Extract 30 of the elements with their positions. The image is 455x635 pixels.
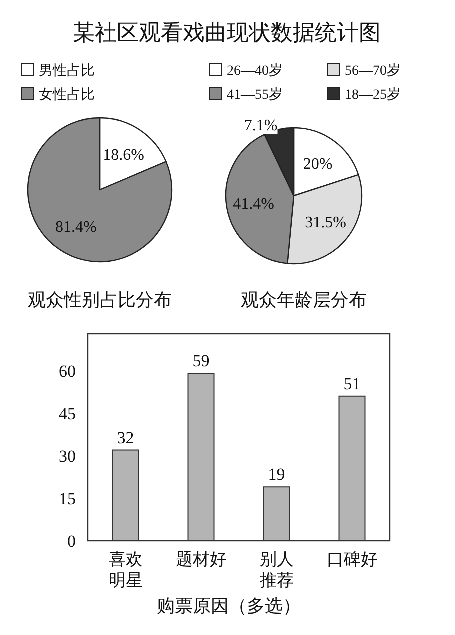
text: 观众年龄层分布 [241,290,367,310]
legend-label: 56—70岁 [345,63,401,79]
x-tick-label: 题材好 [176,550,227,569]
y-tick-label: 30 [59,446,76,466]
x-axis-title: 购票原因（多选） [157,596,301,616]
text: 某社区观看戏曲现状数据统计图 [73,20,381,45]
data-label: 59 [192,352,210,371]
data-label: 51 [344,374,361,394]
legend-label: 女性占比 [39,87,95,103]
legend-label: 26—40岁 [227,63,283,79]
data-label: 81.4% [56,219,97,236]
data-label: 41.4% [233,196,274,214]
data-label: 32 [117,428,134,448]
text: 观众性别占比分布 [28,290,172,310]
data-label: 19 [268,465,286,484]
y-tick-label: 0 [68,532,76,551]
legend-label: 41—55岁 [227,87,283,103]
data-label: 18.6% [103,146,144,164]
x-tick-label: 别人推荐 [260,550,294,590]
y-tick-label: 60 [59,362,76,381]
y-tick-label: 15 [59,489,76,508]
legend-label: 18—25岁 [345,87,401,103]
pie-slice [27,117,173,262]
data-label: 20% [303,156,333,173]
y-tick-label: 45 [59,404,76,424]
legend-label: 男性占比 [39,63,95,79]
data-label: 7.1% [244,117,278,134]
data-label: 31.5% [305,214,347,232]
x-tick-label: 口碑好 [326,550,378,569]
x-tick-label: 喜欢明星 [108,550,143,590]
